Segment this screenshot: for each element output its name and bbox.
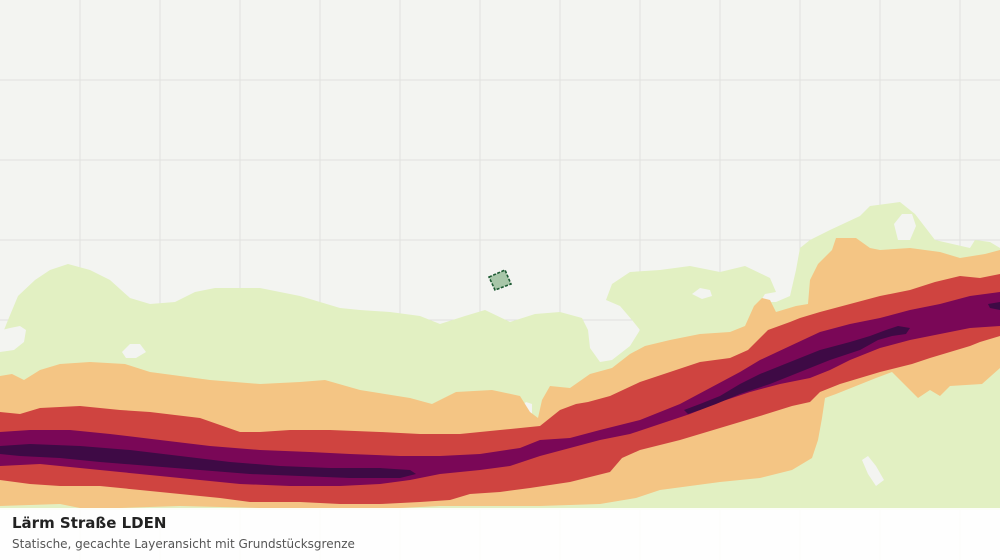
layer-title: Lärm Straße LDEN — [12, 514, 167, 532]
noise-zone-medium — [0, 274, 1000, 504]
noise-zone-high — [0, 292, 1000, 486]
noise-zone-highest — [684, 326, 910, 414]
parcel-boundary[interactable] — [487, 268, 513, 292]
noise-zone-highest — [0, 444, 416, 478]
layer-subtitle: Statische, gecachte Layeransicht mit Gru… — [12, 537, 355, 551]
noise-zone-highest — [988, 302, 1000, 310]
layer-caption: Lärm Straße LDEN Statische, gecachte Lay… — [0, 508, 1000, 560]
